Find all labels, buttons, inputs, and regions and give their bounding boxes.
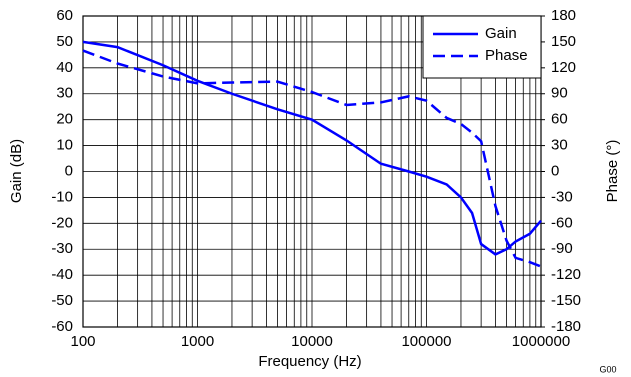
x-axis-label: Frequency (Hz): [258, 353, 361, 370]
y2-tick-label: 150: [551, 33, 576, 50]
y-tick-label: -10: [51, 188, 73, 205]
series-line: [82, 40, 542, 256]
y2-tick-label: 30: [551, 137, 568, 154]
y2-tick-label: -90: [551, 240, 573, 257]
y2-tick-label: 0: [551, 162, 559, 179]
y-tick-label: -40: [51, 266, 73, 283]
y-tick-label: 50: [56, 33, 73, 50]
y2-tick-label: 120: [551, 59, 576, 76]
y2-tick-label: -30: [551, 188, 573, 205]
y-tick-label: -60: [51, 318, 73, 335]
y-tick-label: 0: [65, 162, 73, 179]
y-axis-label: Gain (dB): [8, 139, 25, 203]
y2-tick-label: -180: [551, 318, 581, 335]
legend-label: Gain: [485, 25, 517, 42]
legend-label: Phase: [485, 47, 528, 64]
y-tick-label: 10: [56, 137, 73, 154]
y-tick-label: -20: [51, 214, 73, 231]
y-tick-label: 40: [56, 59, 73, 76]
series-line: [82, 49, 542, 268]
y-tick-label: -30: [51, 240, 73, 257]
x-tick-label: 1000: [181, 333, 214, 350]
y2-axis-label: Phase (°): [604, 140, 621, 203]
y-tick-label: 30: [56, 85, 73, 102]
x-tick-label: 1000000: [512, 333, 570, 350]
y-tick-label: -50: [51, 292, 73, 309]
plot-frame: [82, 15, 542, 328]
x-tick-label: 100000: [401, 333, 451, 350]
y2-tick-label: -120: [551, 266, 581, 283]
x-tick-label: 10000: [291, 333, 333, 350]
y-tick-label: 20: [56, 111, 73, 128]
x-tick-label: 100: [70, 333, 95, 350]
legend-box: [422, 15, 542, 79]
figure-id: G00: [599, 364, 616, 374]
y2-tick-label: 60: [551, 111, 568, 128]
y2-tick-label: 90: [551, 85, 568, 102]
y2-tick-label: -60: [551, 214, 573, 231]
y2-tick-label: -150: [551, 292, 581, 309]
y-tick-label: 60: [56, 7, 73, 24]
y2-tick-label: 180: [551, 7, 576, 24]
